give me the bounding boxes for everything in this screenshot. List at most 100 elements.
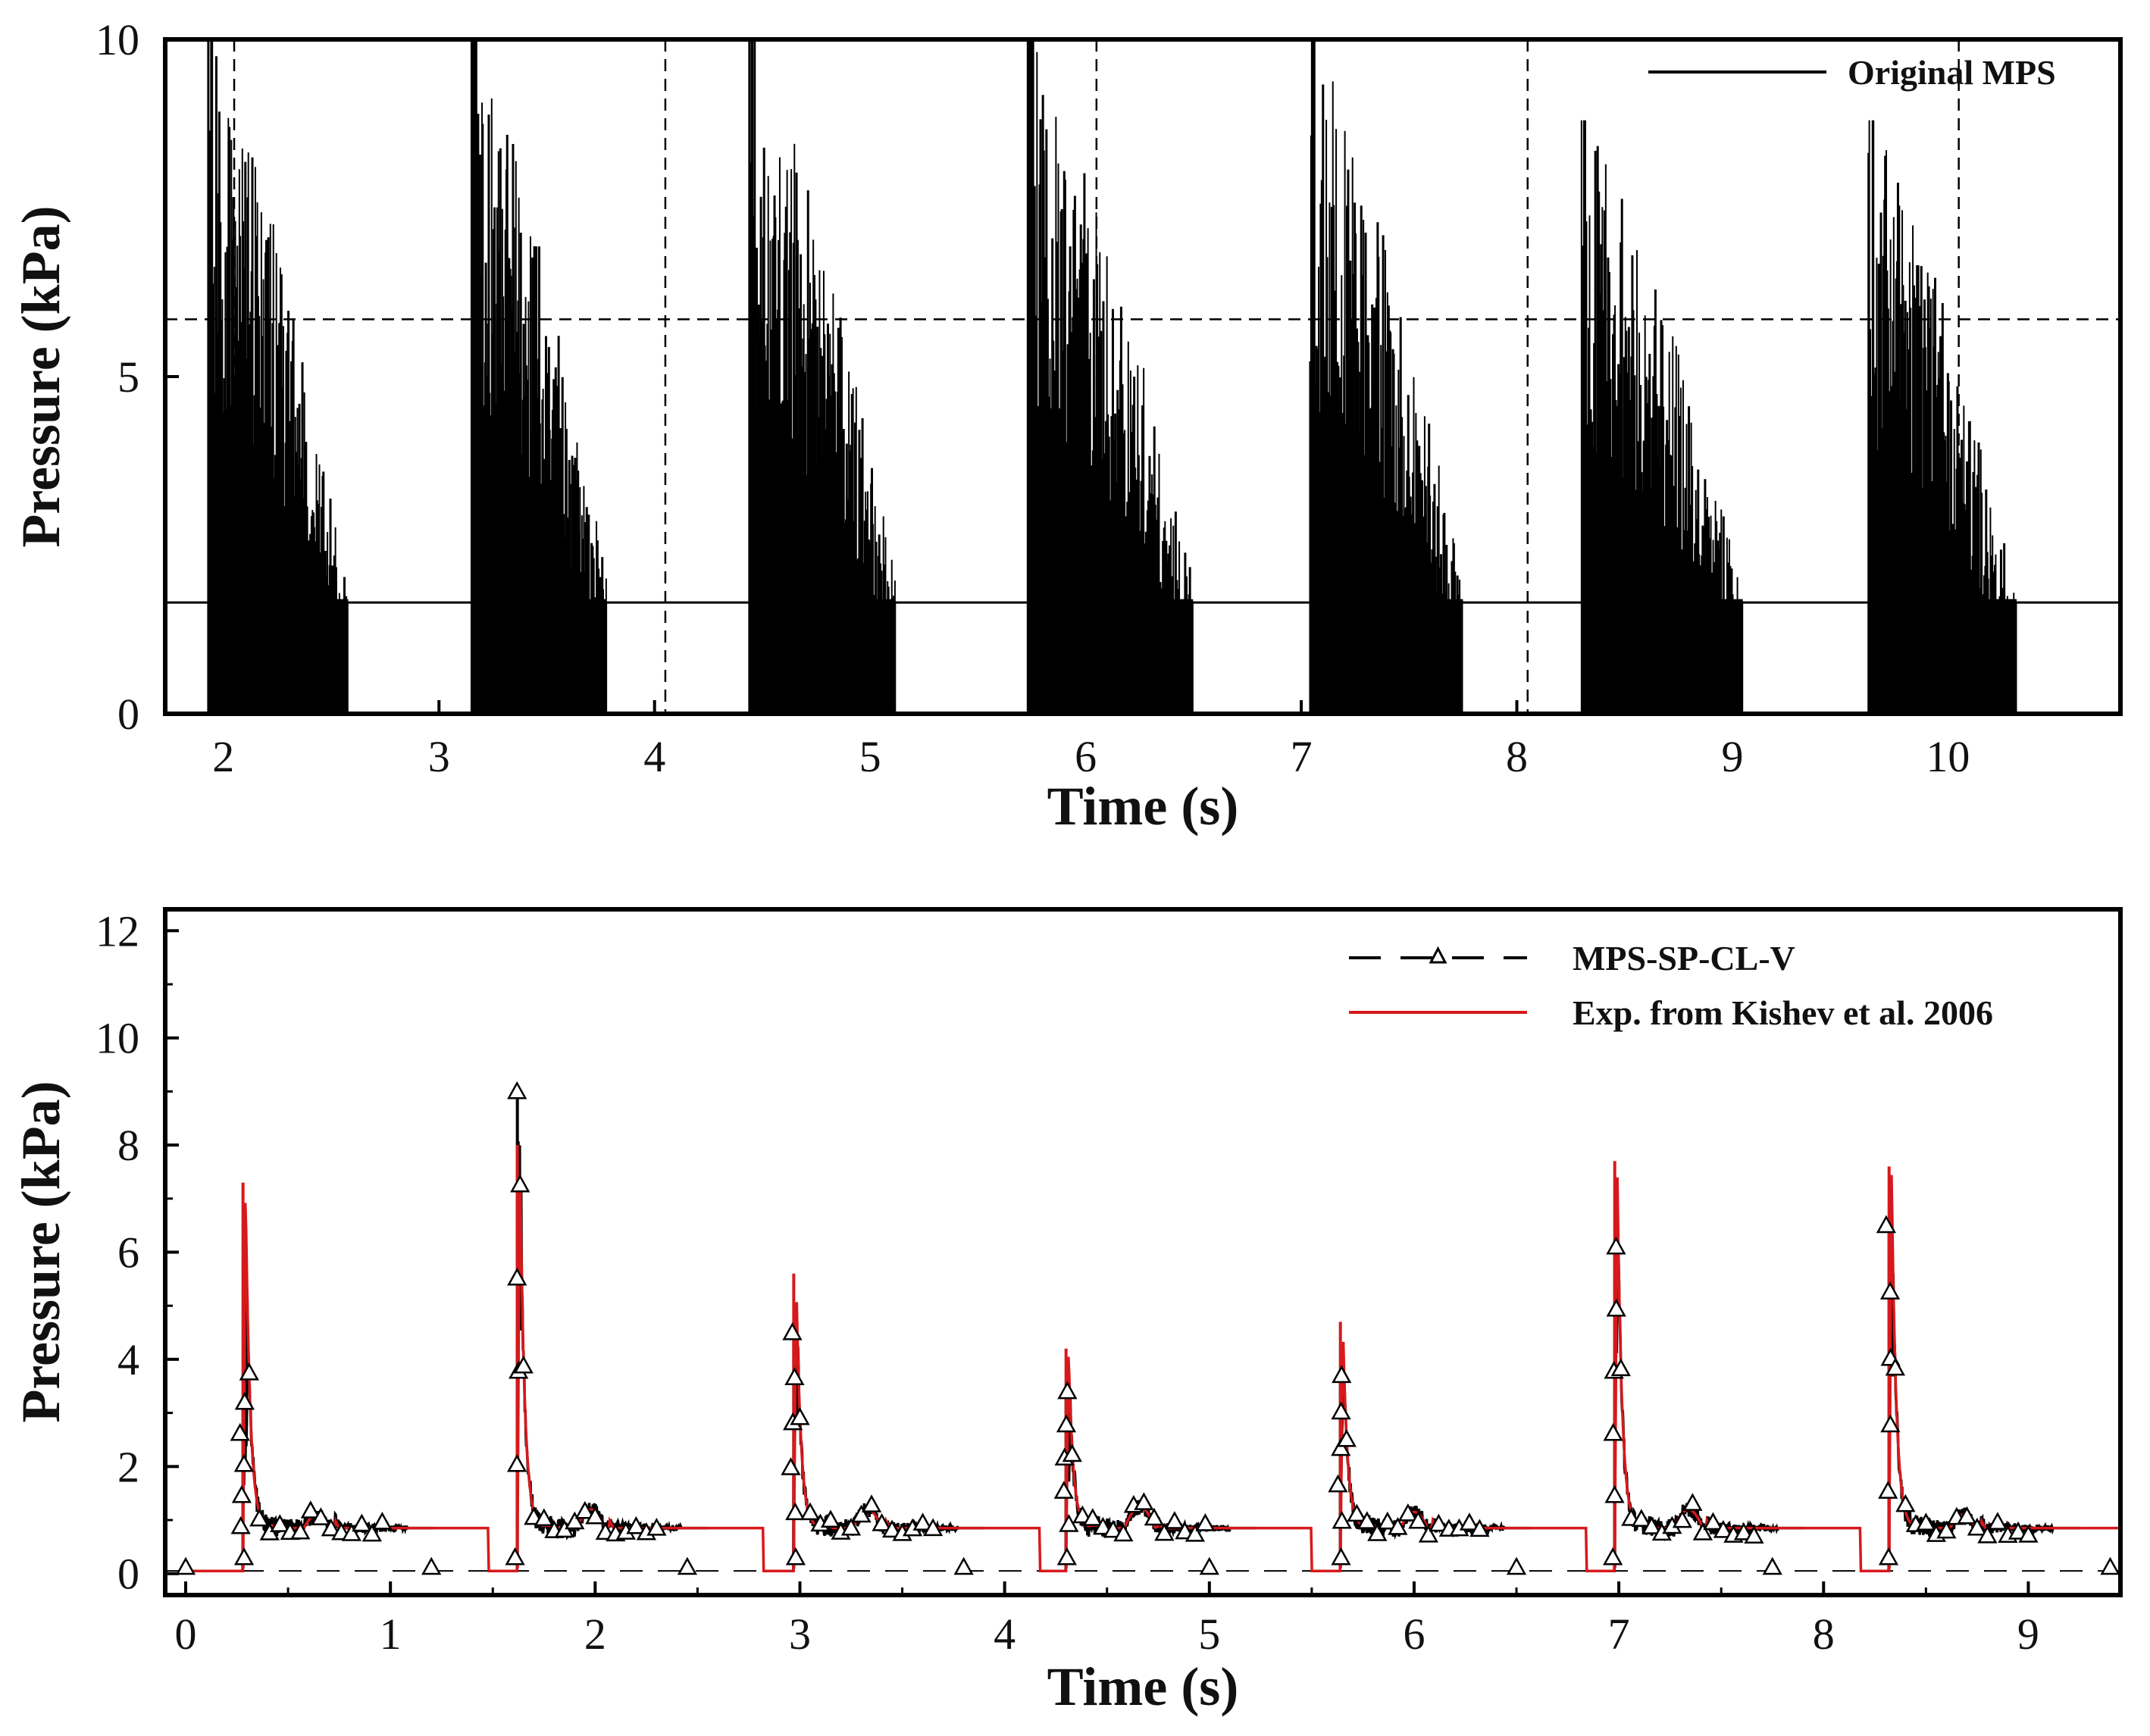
bottom-x-tick-label: 0 [175,1609,197,1659]
bottom-triangle-marker [1367,1523,1388,1541]
bottom-triangle-marker [1459,1512,1480,1531]
bottom-triangle-marker [1053,1481,1074,1499]
bottom-triangle-marker [1195,1513,1216,1531]
bottom-triangle-marker [1713,1519,1734,1538]
bottom-triangle-marker [1331,1547,1351,1566]
bottom-triangle-marker [840,1517,862,1536]
bottom-triangle-marker [953,1556,974,1575]
bottom-triangle-marker [1987,1512,2008,1530]
bottom-y-tick-label: 4 [117,1335,139,1384]
bottom-triangle-marker [1936,1520,1957,1539]
bottom-axis-ticks [165,929,2030,1595]
top-y-tick-label: 5 [117,352,139,402]
bottom-triangle-marker [1164,1511,1185,1529]
bottom-triangle-marker [1332,1365,1352,1384]
bottom-triangle-marker [507,1267,527,1286]
bottom-triangle-marker [1357,1511,1377,1529]
bottom-triangle-marker [851,1504,872,1523]
bottom-triangle-marker [1878,1547,1899,1566]
bottom-triangle-marker [1082,1508,1103,1526]
bottom-y-tick-label: 12 [95,906,139,956]
bottom-x-tick-label: 8 [1813,1609,1835,1659]
bottom-triangle-marker [311,1507,331,1525]
bottom-x-tick-label: 4 [994,1609,1016,1659]
bottom-x-axis-title: Time (s) [1047,1656,1239,1717]
bottom-series-mps-sp-cl-v-markers [175,1081,2120,1575]
bottom-triangle-marker [1056,1547,1077,1566]
bottom-triangle-marker [2018,1525,2039,1543]
bottom-triangle-marker [1072,1505,1093,1524]
bottom-triangle-marker [290,1521,311,1540]
bottom-legend-label-experiment: Exp. from Kishev et al. 2006 [1573,993,1993,1032]
bottom-triangle-marker [234,1391,255,1410]
bottom-triangle-marker [1895,1494,1916,1512]
bottom-triangle-marker [565,1511,585,1530]
bottom-triangle-marker [1103,1519,1123,1538]
bottom-triangle-marker [1331,1401,1351,1420]
bottom-triangle-marker [861,1494,882,1512]
bottom-y-tick-label: 2 [117,1442,139,1491]
bottom-triangle-marker [352,1513,372,1532]
bottom-triangle-marker [230,1515,251,1534]
bottom-y-tick-label: 0 [117,1550,139,1599]
bottom-x-tick-label: 9 [2017,1609,2039,1659]
bottom-triangle-marker [1879,1281,1901,1300]
bottom-triangle-marker [1093,1516,1113,1535]
bottom-y-tick-labels: 0 2 4 6 8 10 12 [95,906,139,1598]
bottom-y-tick-label: 8 [117,1121,139,1170]
bottom-triangle-marker [1336,1428,1357,1447]
bottom-x-tick-label: 5 [1198,1609,1220,1659]
bottom-triangle-marker [1144,1507,1164,1526]
bottom-triangle-marker [1469,1519,1490,1537]
bottom-triangle-marker [1062,1444,1082,1462]
bottom-triangle-marker [1603,1547,1623,1566]
bottom-triangle-marker [1185,1524,1206,1542]
bottom-triangle-marker [1878,1481,1898,1499]
bottom-triangle-marker [1388,1516,1408,1535]
top-x-tick-labels: 2 3 4 5 6 7 8 9 10 [212,732,1970,781]
top-series-original-mps [165,39,2120,714]
bottom-triangle-marker [233,1547,255,1566]
top-x-axis-title: Time (s) [1047,776,1239,837]
bottom-triangle-marker [574,1500,595,1519]
bottom-x-tick-label: 1 [380,1609,402,1659]
bottom-triangle-marker [872,1512,892,1531]
top-x-tick-label: 5 [859,732,881,781]
bottom-triangle-marker [1056,1414,1077,1433]
bottom-y-axis-title: Pressure (kPa) [11,1081,71,1422]
bottom-triangle-marker [270,1514,290,1532]
top-x-tick-label: 10 [1926,732,1970,781]
bottom-triangle-marker [230,1422,250,1441]
bottom-x-tick-label: 2 [584,1609,606,1659]
top-y-tick-label: 0 [117,690,139,739]
top-x-tick-label: 3 [428,732,450,781]
bottom-triangle-marker [677,1556,698,1575]
bottom-triangle-marker [1377,1511,1397,1530]
bottom-triangle-marker [790,1407,810,1425]
bottom-triangle-marker [1977,1525,1998,1544]
bottom-triangle-marker [1059,1514,1079,1532]
bottom-x-tick-label: 3 [789,1609,811,1659]
bottom-triangle-marker [1641,1516,1662,1534]
bottom-triangle-marker [1347,1503,1367,1522]
bottom-triangle-marker [239,1362,259,1381]
bottom-triangle-marker [1606,1298,1626,1317]
bottom-triangle-marker [1885,1357,1905,1376]
bottom-y-tick-label: 6 [117,1228,139,1278]
bottom-triangle-marker [1506,1556,1527,1575]
bottom-legend-label-mps-sp-cl-v: MPS-SP-CL-V [1573,939,1795,977]
bottom-triangle-marker [1429,1513,1449,1532]
bottom-triangle-marker [233,1453,255,1472]
bottom-plot-area [163,907,2123,1597]
bottom-triangle-marker [2008,1522,2029,1540]
bottom-triangle-marker [1672,1509,1692,1528]
bottom-triangle-marker [1606,1236,1626,1255]
top-y-tick-label: 10 [95,15,139,64]
top-legend: Original MPS [1648,53,2056,92]
bottom-triangle-marker [912,1512,933,1531]
bottom-triangle-marker [1967,1517,1988,1536]
bottom-triangle-marker [820,1509,841,1528]
bottom-legend-marker-triangle [1429,946,1447,964]
